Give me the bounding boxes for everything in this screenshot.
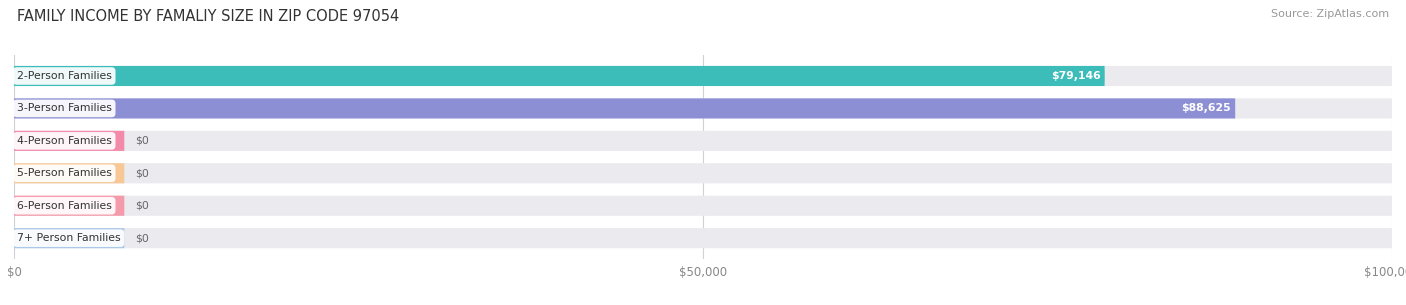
FancyBboxPatch shape <box>14 196 1392 216</box>
Text: 4-Person Families: 4-Person Families <box>17 136 111 146</box>
FancyBboxPatch shape <box>14 131 124 151</box>
FancyBboxPatch shape <box>14 196 124 216</box>
FancyBboxPatch shape <box>14 99 1392 118</box>
Text: $88,625: $88,625 <box>1181 103 1232 113</box>
Text: $0: $0 <box>135 233 149 243</box>
Text: 5-Person Families: 5-Person Families <box>17 168 111 178</box>
Text: 2-Person Families: 2-Person Families <box>17 71 111 81</box>
FancyBboxPatch shape <box>14 99 1236 118</box>
FancyBboxPatch shape <box>14 66 1105 86</box>
Text: $0: $0 <box>135 201 149 211</box>
FancyBboxPatch shape <box>14 66 1392 86</box>
Text: 6-Person Families: 6-Person Families <box>17 201 111 211</box>
FancyBboxPatch shape <box>14 228 1392 248</box>
Text: $0: $0 <box>135 136 149 146</box>
Text: $79,146: $79,146 <box>1050 71 1101 81</box>
FancyBboxPatch shape <box>14 228 124 248</box>
Text: 3-Person Families: 3-Person Families <box>17 103 111 113</box>
FancyBboxPatch shape <box>14 131 1392 151</box>
Text: $0: $0 <box>135 168 149 178</box>
FancyBboxPatch shape <box>14 163 1392 183</box>
Text: FAMILY INCOME BY FAMALIY SIZE IN ZIP CODE 97054: FAMILY INCOME BY FAMALIY SIZE IN ZIP COD… <box>17 9 399 24</box>
Text: Source: ZipAtlas.com: Source: ZipAtlas.com <box>1271 9 1389 19</box>
Text: 7+ Person Families: 7+ Person Families <box>17 233 121 243</box>
FancyBboxPatch shape <box>14 163 124 183</box>
